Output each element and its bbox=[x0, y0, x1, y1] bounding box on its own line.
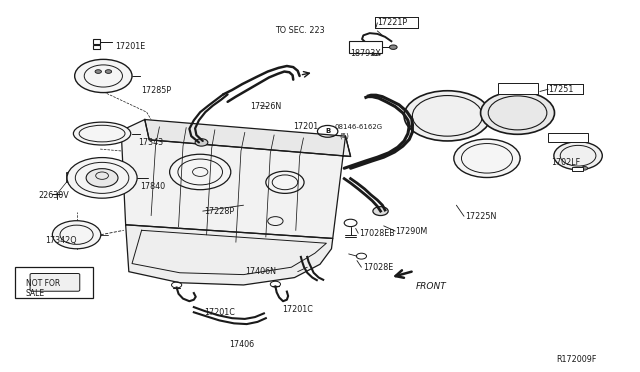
Circle shape bbox=[86, 169, 118, 187]
Text: 17342Q: 17342Q bbox=[45, 236, 76, 245]
Text: 17201C: 17201C bbox=[282, 305, 313, 314]
Text: 17343: 17343 bbox=[138, 138, 163, 147]
Ellipse shape bbox=[74, 122, 131, 145]
FancyBboxPatch shape bbox=[93, 39, 100, 44]
Circle shape bbox=[581, 166, 588, 170]
Circle shape bbox=[52, 221, 100, 249]
Circle shape bbox=[454, 139, 520, 177]
Circle shape bbox=[67, 158, 137, 198]
Text: 17228P: 17228P bbox=[204, 206, 234, 216]
Text: 17285P: 17285P bbox=[141, 86, 172, 94]
Circle shape bbox=[373, 207, 388, 215]
Circle shape bbox=[404, 91, 491, 141]
Text: 17221P: 17221P bbox=[378, 18, 408, 27]
Circle shape bbox=[95, 70, 101, 73]
Text: (5): (5) bbox=[339, 132, 349, 139]
Circle shape bbox=[266, 171, 304, 193]
Circle shape bbox=[76, 289, 86, 295]
FancyBboxPatch shape bbox=[548, 133, 588, 142]
Text: 1702LF: 1702LF bbox=[550, 157, 580, 167]
Text: TO SEC. 223: TO SEC. 223 bbox=[275, 26, 325, 35]
Circle shape bbox=[75, 60, 132, 93]
FancyBboxPatch shape bbox=[93, 45, 100, 49]
Text: NOT FOR
SALE: NOT FOR SALE bbox=[26, 279, 60, 298]
FancyBboxPatch shape bbox=[15, 267, 93, 298]
Text: 17201C: 17201C bbox=[204, 308, 235, 317]
Circle shape bbox=[390, 45, 397, 49]
Text: 17840: 17840 bbox=[140, 182, 165, 191]
Text: 17251: 17251 bbox=[548, 85, 573, 94]
Circle shape bbox=[554, 142, 602, 170]
Text: 17406N: 17406N bbox=[245, 267, 276, 276]
Text: 18793X: 18793X bbox=[351, 49, 381, 58]
FancyBboxPatch shape bbox=[572, 167, 583, 171]
Text: 17201E: 17201E bbox=[115, 42, 145, 51]
Polygon shape bbox=[121, 119, 351, 238]
Text: FRONT: FRONT bbox=[415, 282, 446, 291]
Circle shape bbox=[195, 139, 208, 146]
Text: 17201: 17201 bbox=[293, 122, 319, 131]
FancyBboxPatch shape bbox=[349, 41, 383, 53]
Circle shape bbox=[36, 289, 46, 295]
Text: 17406: 17406 bbox=[230, 340, 255, 349]
Text: 17028E: 17028E bbox=[364, 263, 394, 272]
Text: 22630V: 22630V bbox=[38, 191, 69, 200]
Text: 17226N: 17226N bbox=[250, 102, 281, 111]
FancyBboxPatch shape bbox=[30, 273, 80, 291]
Text: 17290M: 17290M bbox=[395, 227, 428, 235]
Circle shape bbox=[481, 92, 554, 134]
Text: R172009F: R172009F bbox=[556, 355, 596, 364]
Polygon shape bbox=[145, 119, 351, 157]
Text: B: B bbox=[325, 128, 330, 134]
Text: 17028EB: 17028EB bbox=[360, 229, 396, 238]
Circle shape bbox=[105, 70, 111, 73]
Text: 08146-6162G: 08146-6162G bbox=[334, 124, 382, 130]
Circle shape bbox=[170, 154, 231, 190]
Polygon shape bbox=[125, 225, 333, 285]
FancyBboxPatch shape bbox=[499, 83, 538, 94]
Text: 17225N: 17225N bbox=[465, 212, 497, 221]
